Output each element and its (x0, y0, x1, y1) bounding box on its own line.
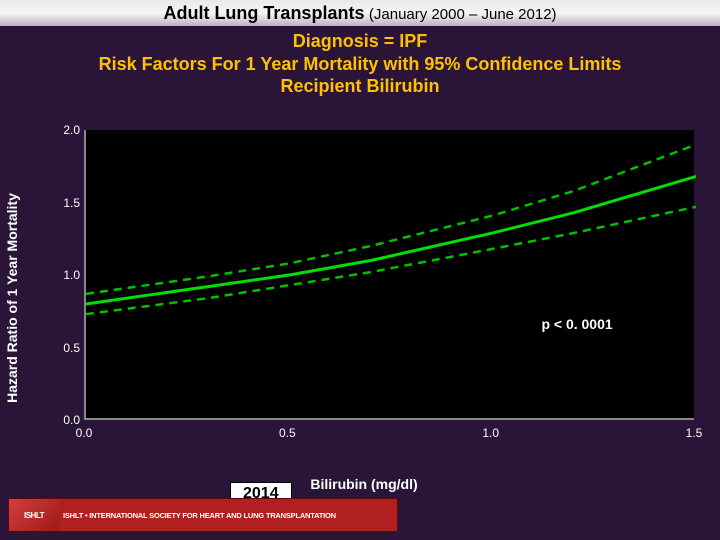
plot-svg (86, 130, 696, 420)
header-bar: Adult Lung Transplants (January 2000 – J… (0, 0, 720, 26)
ishlt-text: ISHLT • INTERNATIONAL SOCIETY FOR HEART … (59, 511, 397, 520)
ishlt-logo-icon: ISHLT (9, 499, 59, 531)
x-tick: 1.0 (482, 426, 499, 470)
series-upper_ci (86, 145, 696, 294)
x-tick: 1.5 (686, 426, 703, 470)
footer: 2014 JHLT. 2014 Oct; 33(10): 1009-1024 I… (0, 484, 720, 540)
y-tick: 0.5 (50, 341, 80, 355)
title-sub: (January 2000 – June 2012) (369, 6, 557, 23)
subtitle-line1: Diagnosis = IPF (0, 30, 720, 53)
y-tick: 1.0 (50, 268, 80, 282)
subtitle-line2: Risk Factors For 1 Year Mortality with 9… (0, 53, 720, 76)
chart: Hazard Ratio of 1 Year Mortality p < 0. … (28, 130, 700, 450)
x-tick: 0.5 (279, 426, 296, 470)
y-tick: 2.0 (50, 123, 80, 137)
ishlt-banner: ISHLT ISHLT • INTERNATIONAL SOCIETY FOR … (8, 498, 398, 532)
subtitle-line3: Recipient Bilirubin (0, 75, 720, 98)
p-value-annotation: p < 0. 0001 (541, 316, 612, 332)
y-axis-label: Hazard Ratio of 1 Year Mortality (4, 193, 20, 403)
plot-area: p < 0. 0001 (84, 130, 694, 420)
title-main: Adult Lung Transplants (163, 3, 364, 23)
x-tick: 0.0 (76, 426, 93, 470)
y-tick: 0.0 (50, 413, 80, 427)
subtitle-block: Diagnosis = IPF Risk Factors For 1 Year … (0, 26, 720, 100)
series-lower_ci (86, 207, 696, 314)
y-tick: 1.5 (50, 196, 80, 210)
